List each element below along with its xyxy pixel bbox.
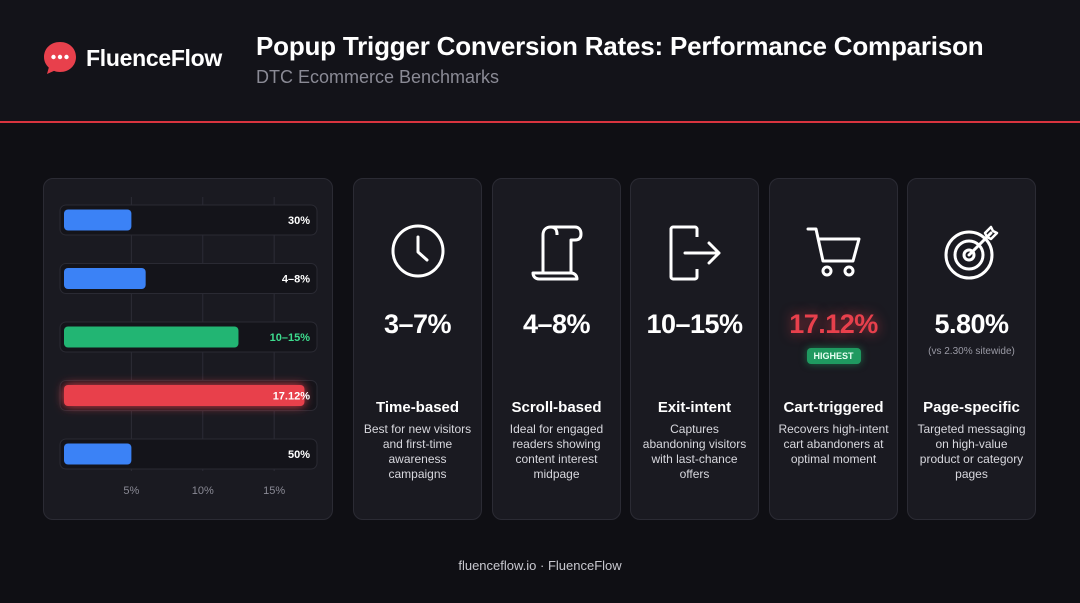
brand-logo[interactable]: FluenceFlow — [42, 40, 222, 76]
card-value: 4–8% — [522, 309, 591, 339]
bar-chart-panel: 30% 4–8% 10–15% 17.12% 50% 5% 10% 15% — [43, 178, 333, 520]
cart-icon — [770, 223, 897, 283]
bar — [64, 385, 305, 406]
card-description: Ideal for engaged readers showing conten… — [509, 422, 604, 481]
header-divider — [0, 121, 1080, 123]
bar-chart: 30% 4–8% 10–15% 17.12% 50% 5% 10% 15% — [59, 197, 318, 497]
card-label: Scroll-based — [511, 399, 602, 416]
card-value: 10–15% — [646, 309, 743, 339]
bar — [64, 209, 132, 231]
card-label: Time-based — [375, 399, 460, 416]
card-exit-intent[interactable]: 10–15% Exit-intent Captures abandoning v… — [630, 178, 759, 520]
target-icon — [908, 223, 1035, 283]
brand-name: FluenceFlow — [86, 44, 222, 71]
card-label: Page-specific — [923, 399, 1020, 416]
card-time-based[interactable]: 3–7% Time-based Best for new visitors an… — [353, 178, 482, 520]
card-value: 3–7% — [383, 309, 452, 339]
x-tick-label: 10% — [192, 485, 214, 497]
card-scroll-based[interactable]: 4–8% Scroll-based Ideal for engaged read… — [492, 178, 621, 520]
header-bar — [0, 0, 1080, 122]
clock-icon — [354, 223, 481, 283]
bar-value-label: 10–15% — [270, 332, 311, 344]
card-page-specific[interactable]: 5.80% (vs 2.30% sitewide) Page-specific … — [907, 178, 1036, 520]
page-subtitle: DTC Ecommerce Benchmarks — [256, 67, 500, 87]
footer-text: fluenceflow.io · FluenceFlow — [458, 558, 622, 573]
exit-icon — [631, 223, 758, 283]
card-label: Cart-triggered — [783, 399, 884, 416]
card-label: Exit-intent — [657, 399, 732, 416]
bar — [64, 326, 239, 348]
card-description: Captures abandoning visitors with last-c… — [642, 422, 747, 481]
x-tick-label: 15% — [263, 485, 285, 497]
bar-value-label: 4–8% — [282, 274, 310, 286]
chat-bubble-icon — [44, 42, 76, 74]
card-value: 5.80% — [934, 309, 1009, 339]
bar — [64, 443, 132, 465]
card-note: (vs 2.30% sitewide) — [928, 346, 1015, 357]
bar — [64, 268, 146, 289]
page-title: Popup Trigger Conversion Rates: Performa… — [256, 31, 984, 61]
card-value: 17.12% — [789, 309, 878, 339]
scroll-icon — [493, 223, 620, 283]
x-tick-label: 5% — [123, 485, 139, 497]
bar-value-label: 17.12% — [273, 391, 311, 403]
card-description: Best for new visitors and first-time awa… — [363, 422, 472, 481]
card-description: Targeted messaging on high-value product… — [917, 422, 1026, 481]
highest-badge: HIGHEST — [806, 348, 861, 364]
bar-value-label: 30% — [288, 215, 310, 227]
bar-value-label: 50% — [288, 449, 310, 461]
card-cart-triggered[interactable]: 17.12% HIGHEST Cart-triggered Recovers h… — [769, 178, 898, 520]
card-description: Recovers high-intent cart abandoners at … — [778, 422, 889, 466]
